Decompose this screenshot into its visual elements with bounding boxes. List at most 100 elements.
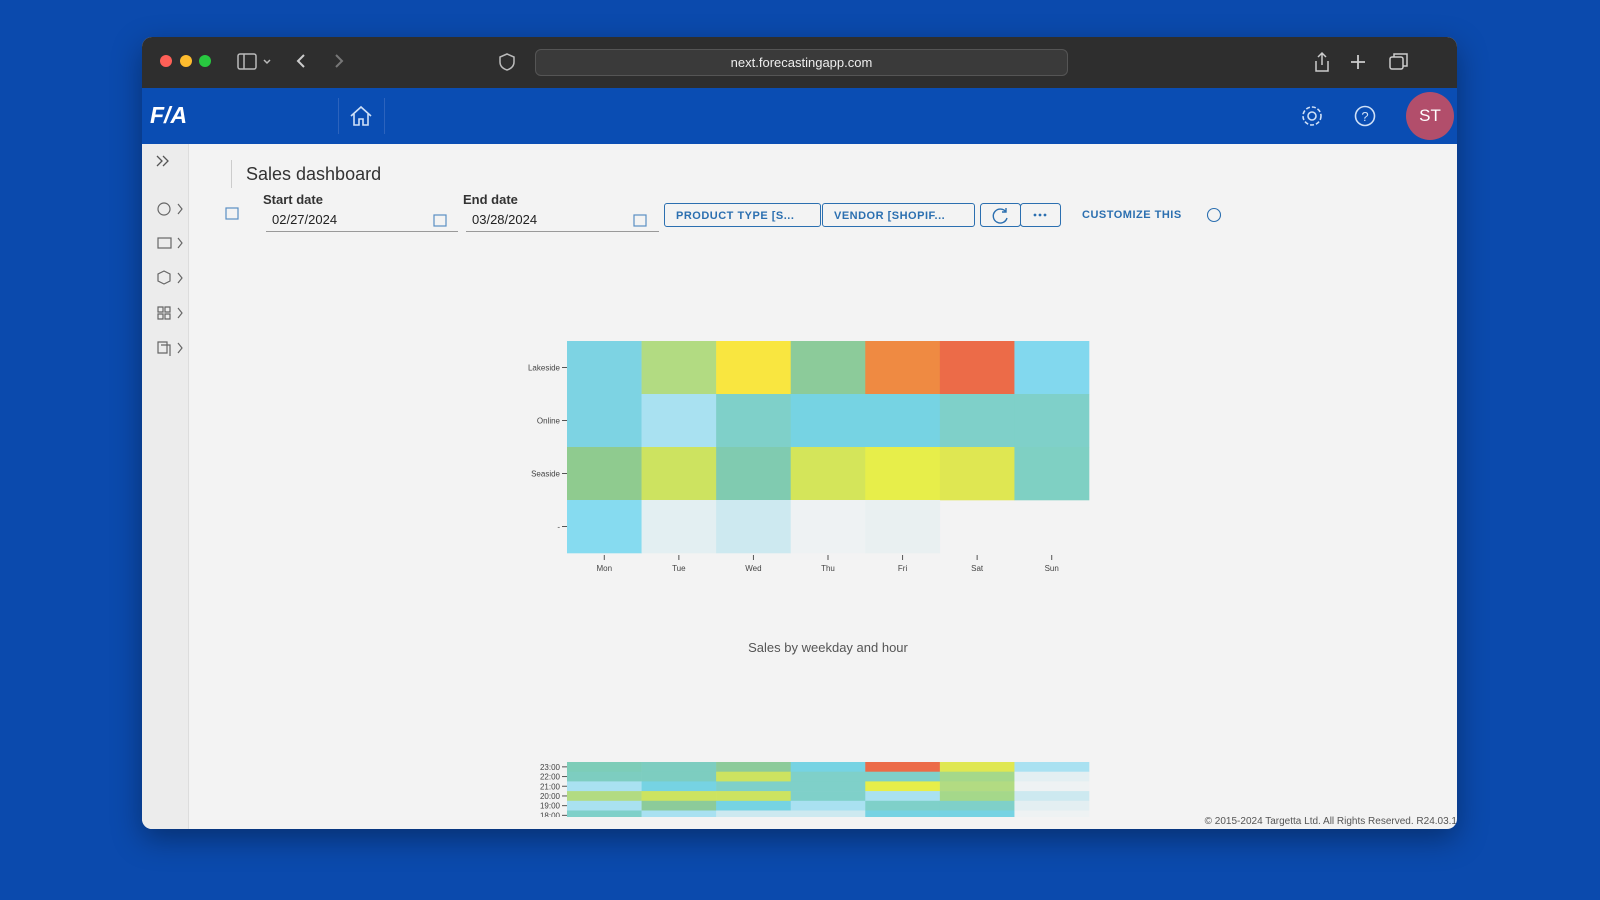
heatmap-cell	[790, 791, 866, 802]
heatmap-cell	[865, 394, 941, 448]
gear-center	[1307, 111, 1317, 121]
user-avatar[interactable]: ST	[1406, 92, 1454, 140]
forward-button[interactable]	[335, 54, 344, 68]
settings-button[interactable]	[1300, 104, 1324, 128]
divider	[384, 98, 385, 134]
nav-images[interactable]	[157, 237, 172, 249]
nav-arrow	[177, 307, 183, 319]
y-tick-label: Lakeside	[528, 364, 561, 373]
heatmap-cell	[567, 500, 642, 554]
share-button[interactable]	[1315, 51, 1329, 72]
heatmap-cell	[790, 781, 866, 792]
tabs-button[interactable]	[1389, 56, 1404, 70]
heatmap-cell	[939, 771, 1015, 782]
browser-toolbar: next.forecastingapp.com	[142, 37, 1457, 88]
calendar-shape	[633, 214, 647, 227]
nav-grid[interactable]	[157, 306, 171, 320]
heatmap-cell	[641, 800, 717, 811]
charts: Lakeside Online Seaside - Mon Tue Wed Thu Fri Sat…	[528, 341, 1090, 817]
heatmap-cell	[716, 500, 792, 554]
heatmap-cell	[641, 771, 717, 782]
vendor-filter[interactable]: VENDOR [SHOPIF...	[822, 203, 975, 227]
sidebar	[142, 144, 189, 829]
heatmap-cell	[716, 394, 792, 448]
nav-reports[interactable]	[157, 341, 171, 356]
shield-icon[interactable]	[498, 52, 516, 72]
nav-arrow	[177, 342, 183, 354]
heatmap-cell	[567, 800, 642, 811]
heatmap-cell	[567, 447, 642, 501]
toolbar-right-icons	[1315, 51, 1408, 72]
end-date-label: End date	[463, 192, 518, 207]
heatmap-cell	[716, 800, 792, 811]
heatmap-cell	[1014, 800, 1090, 811]
product-type-filter[interactable]: PRODUCT TYPE [S...	[664, 203, 821, 227]
heatmap-cell	[939, 800, 1015, 811]
calendar-shape	[433, 214, 447, 227]
calendar-button[interactable]	[432, 212, 448, 228]
divider	[338, 98, 339, 134]
end-date-input[interactable]: 03/28/2024	[466, 208, 659, 232]
heatmap-cell	[1014, 781, 1090, 792]
heatmap-cell	[790, 762, 866, 772]
toolbar-icons	[237, 53, 344, 70]
heatmap-cell	[716, 810, 792, 817]
heatmap-cell	[1014, 762, 1090, 772]
customize-link[interactable]: CUSTOMIZE THIS	[1082, 209, 1182, 221]
logo[interactable]: F/A	[150, 102, 188, 128]
shield-path	[499, 53, 515, 71]
x-tick-label: Mon	[597, 564, 613, 573]
heatmap-cell	[939, 781, 1015, 792]
heatmap-cell	[865, 500, 941, 554]
sidebar-toggle[interactable]	[237, 53, 257, 70]
zoom-button[interactable]	[199, 55, 211, 67]
heatmap-cell	[1014, 394, 1090, 448]
dot	[1033, 213, 1037, 217]
x-tick-label: Thu	[821, 564, 835, 573]
heatmap-cell	[790, 800, 866, 811]
heatmap-cell	[865, 791, 941, 802]
dot	[1043, 213, 1047, 217]
date-range-icon[interactable]	[224, 205, 240, 221]
y-tick-label: 21:00	[540, 782, 561, 791]
nav-arrow	[177, 237, 183, 249]
heatmap-cell	[790, 394, 866, 448]
address-bar[interactable]: next.forecastingapp.com	[535, 49, 1068, 76]
title-divider	[231, 160, 232, 188]
sidebar-icons	[156, 155, 183, 356]
start-date-label: Start date	[263, 192, 323, 207]
calendar-button[interactable]	[632, 212, 648, 228]
dropdown-icon[interactable]	[263, 59, 271, 65]
heatmap-cell	[865, 447, 941, 501]
heatmap-cell	[716, 762, 792, 772]
y-tick-label: Seaside	[531, 470, 560, 479]
start-date-input[interactable]: 02/27/2024	[266, 208, 458, 232]
heatmap-cell	[641, 781, 717, 792]
expand-button[interactable]	[156, 155, 169, 167]
minimize-button[interactable]	[180, 55, 192, 67]
x-tick-label: Fri	[898, 564, 908, 573]
close-button[interactable]	[160, 55, 172, 67]
vendor-text: VENDOR [SHOPIF...	[834, 210, 946, 222]
calendar-shape	[225, 207, 239, 220]
heatmap-cell	[1014, 791, 1090, 802]
nav-products[interactable]	[157, 270, 171, 285]
home-button[interactable]	[348, 104, 374, 128]
heatmap-cell	[1014, 771, 1090, 782]
help-button[interactable]: ?	[1353, 104, 1377, 128]
heatmap-cell	[865, 341, 941, 395]
heatmap-cell	[716, 781, 792, 792]
back-button[interactable]	[296, 54, 305, 68]
nav-dashboard[interactable]	[157, 202, 171, 216]
action-buttons	[980, 203, 1061, 227]
help-circle	[1354, 105, 1376, 127]
new-tab-button[interactable]	[1351, 55, 1365, 69]
heatmap-cell	[716, 341, 792, 395]
url-text: next.forecastingapp.com	[730, 55, 873, 70]
heatmap-cell	[567, 394, 642, 448]
heatmap-cell	[641, 810, 717, 817]
customize-help[interactable]	[1206, 207, 1222, 223]
app-header: F/A ? ST	[142, 88, 1457, 144]
